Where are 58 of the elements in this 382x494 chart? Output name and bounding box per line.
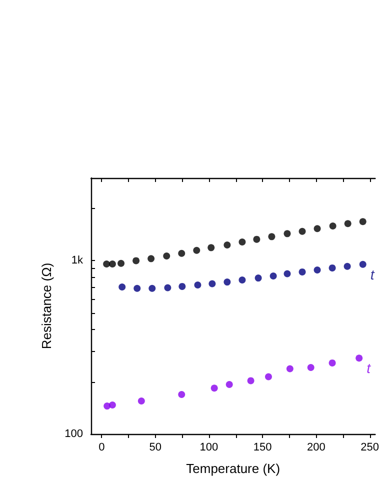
point: [148, 255, 155, 262]
x-tick-label: 250: [360, 442, 380, 454]
point: [238, 238, 246, 246]
point: [208, 280, 216, 288]
x-axis-title: Temperature (K): [186, 461, 280, 476]
point: [103, 260, 110, 268]
point: [118, 260, 125, 267]
point: [284, 230, 291, 238]
point: [359, 260, 366, 268]
point: [286, 365, 294, 372]
point: [298, 228, 306, 235]
point: [134, 284, 141, 292]
series-label: t: [370, 266, 376, 282]
x-tick-label: 150: [253, 442, 272, 454]
y-tick-label: 1k: [71, 254, 84, 267]
point: [148, 284, 156, 292]
point: [344, 262, 351, 270]
point: [270, 272, 277, 280]
y-axis-title: Resistance (Ω): [39, 262, 54, 350]
point: [356, 354, 363, 362]
point: [307, 364, 314, 371]
point: [132, 257, 140, 264]
x-tick-label: 100: [200, 442, 218, 454]
point: [329, 222, 336, 230]
x-tick-label: 50: [149, 442, 162, 454]
point: [178, 282, 186, 290]
point: [247, 377, 254, 384]
point: [194, 282, 202, 288]
point: [224, 241, 231, 248]
point: [264, 373, 272, 380]
point: [210, 384, 218, 392]
series-label: t: [366, 360, 372, 376]
x-tick-label: 200: [307, 442, 326, 454]
point: [314, 266, 321, 274]
point: [108, 260, 116, 268]
point: [178, 391, 186, 398]
point: [314, 225, 321, 232]
point: [268, 233, 276, 240]
point: [163, 252, 170, 260]
point: [208, 244, 215, 252]
point: [344, 220, 352, 228]
point: [298, 268, 306, 276]
point: [284, 270, 291, 278]
point: [328, 359, 336, 366]
point: [138, 398, 145, 405]
point: [253, 236, 260, 243]
point: [328, 264, 336, 272]
point: [359, 218, 366, 226]
x-tick-label: 0: [98, 442, 105, 454]
point: [118, 284, 126, 290]
point: [226, 381, 233, 388]
point: [108, 402, 116, 408]
point: [193, 246, 200, 254]
point: [178, 250, 186, 257]
point: [238, 276, 246, 284]
point: [224, 278, 231, 286]
point: [254, 274, 262, 282]
point: [164, 284, 172, 292]
